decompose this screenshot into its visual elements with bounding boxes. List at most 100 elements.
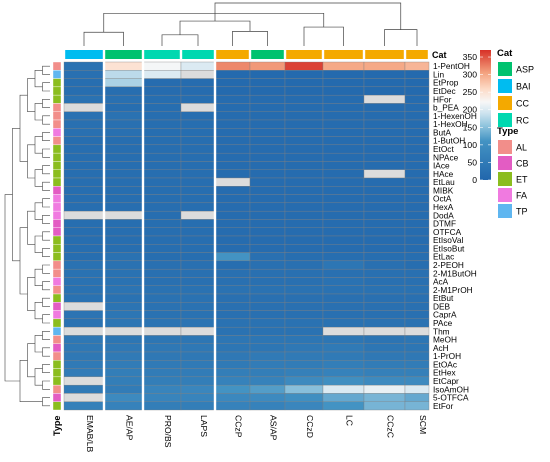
heatmap-cell — [249, 360, 286, 369]
type-annotation-cell — [52, 78, 62, 88]
heatmap-cell — [142, 86, 182, 96]
row-dendrogram-branch — [42, 397, 50, 407]
heatmap-cell — [404, 335, 430, 344]
heatmap-cell — [404, 202, 430, 212]
heatmap-cell — [142, 360, 182, 369]
row-dendrogram-branch — [34, 202, 43, 220]
type-legend-label: AL — [516, 143, 527, 153]
heatmap-cell — [284, 152, 324, 162]
heatmap-cell — [404, 252, 430, 262]
heatmap-cell — [103, 335, 144, 344]
heatmap-cell — [322, 227, 365, 237]
heatmap-cell — [63, 318, 105, 328]
cat-annotation-cell — [251, 50, 284, 59]
heatmap-cell — [404, 310, 430, 320]
heatmap-cell — [142, 119, 182, 129]
row-dendrogram-branch — [34, 301, 43, 320]
row-label: 2-M1PrOH — [433, 285, 473, 295]
heatmap-cell — [142, 235, 182, 245]
heatmap-cell — [214, 61, 251, 71]
row-dendrogram-branch — [34, 268, 43, 287]
heatmap-cell — [322, 310, 365, 320]
heatmap-cell — [404, 210, 430, 220]
heatmap-cell — [180, 227, 216, 237]
heatmap-cell — [103, 227, 144, 237]
row-dendrogram-branch — [42, 281, 50, 291]
heatmap-cell — [142, 177, 182, 187]
heatmap-cell — [249, 252, 286, 262]
heatmap-cell — [142, 78, 182, 88]
heatmap-cell — [180, 285, 216, 295]
type-annotation-cell — [52, 227, 62, 237]
heatmap-cell — [63, 78, 105, 88]
type-annotation-cell — [52, 186, 62, 195]
heatmap-cell — [363, 111, 406, 121]
heatmap-cell — [103, 318, 144, 328]
heatmap-cell — [142, 268, 182, 278]
heatmap-cell — [284, 335, 324, 344]
heatmap-cell — [214, 351, 251, 361]
type-legend-swatch — [498, 188, 512, 202]
heatmap-cell — [142, 202, 182, 212]
heatmap-cell — [142, 227, 182, 237]
heatmap-cell — [322, 177, 365, 187]
heatmap-cell — [284, 302, 324, 311]
heatmap-cell — [363, 277, 406, 286]
heatmap-cell — [103, 202, 144, 212]
heatmap-cell — [180, 302, 216, 311]
row-dendrogram-branch — [12, 127, 20, 262]
row-dendrogram-branch — [42, 364, 50, 374]
type-annotation-cell — [52, 277, 62, 286]
heatmap-cell — [214, 260, 251, 270]
heatmap-cell — [103, 103, 144, 112]
heatmap-cell — [284, 360, 324, 369]
column-label: SCM — [418, 415, 428, 434]
heatmap-cell — [180, 177, 216, 187]
heatmap-cell — [404, 186, 430, 195]
cat-legend-label: ASP — [516, 65, 534, 75]
type-legend-swatch — [498, 172, 512, 186]
heatmap-cell — [180, 310, 216, 320]
heatmap-cell — [63, 227, 105, 237]
heatmap-cell — [363, 351, 406, 361]
heatmap-cell — [284, 78, 324, 88]
heatmap-cell — [103, 186, 144, 195]
heatmap-cell — [180, 293, 216, 303]
heatmap-cell — [63, 401, 105, 411]
heatmap-cell — [363, 61, 406, 71]
heatmap-cell — [103, 244, 144, 253]
colorbar-tick-label: 100 — [463, 140, 478, 150]
row-label: ButA — [433, 127, 451, 137]
row-label: MIBK — [433, 185, 454, 195]
row-label: HFor — [433, 94, 452, 104]
row-dendrogram — [4, 65, 50, 407]
heatmap-cell — [284, 393, 324, 402]
type-annotation-cell — [52, 252, 62, 262]
row-label: AcA — [433, 277, 449, 287]
heatmap-cell — [363, 252, 406, 262]
row-label: 5-OTFCA — [433, 393, 469, 403]
heatmap-cell — [142, 252, 182, 262]
column-dendrogram-branch — [303, 26, 344, 46]
row-label: EtIsoVal — [433, 235, 463, 245]
heatmap-cell — [142, 293, 182, 303]
heatmap-cell — [363, 376, 406, 386]
heatmap-cell — [63, 360, 105, 369]
column-label: LC — [345, 415, 355, 426]
heatmap-cell — [322, 152, 365, 162]
heatmap-cell — [363, 401, 406, 411]
heatmap-cell — [404, 119, 430, 129]
heatmap-cell — [103, 235, 144, 245]
heatmap-cell — [284, 219, 324, 228]
heatmap-cell — [214, 244, 251, 253]
heatmap-cell — [404, 376, 430, 386]
type-annotation-cell — [52, 103, 62, 112]
heatmap-cell — [214, 318, 251, 328]
cat-annotation-cell — [324, 50, 363, 59]
type-annotation-cell — [52, 326, 62, 336]
colorbar-tick-label: 150 — [463, 122, 478, 132]
row-dendrogram-branch — [19, 227, 28, 295]
heatmap-cell — [404, 360, 430, 369]
heatmap-cell — [249, 335, 286, 344]
row-dendrogram-branch — [42, 181, 50, 191]
